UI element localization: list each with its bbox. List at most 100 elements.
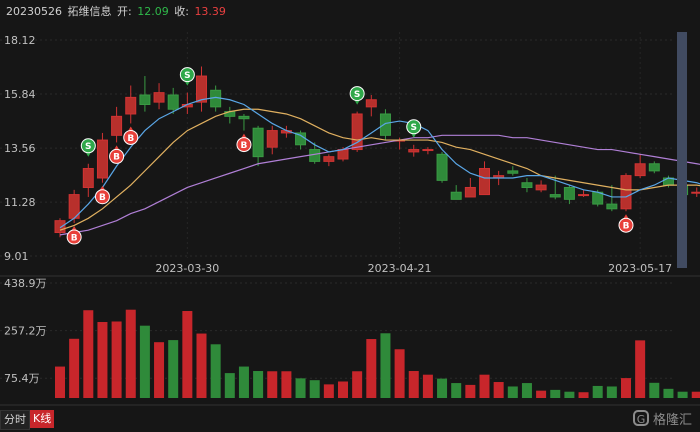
marker-circle: [349, 86, 365, 102]
candle-body: [252, 127, 264, 158]
logo-text: 格隆汇: [652, 412, 692, 428]
candle-body: [266, 130, 278, 148]
volume-bar: [649, 382, 660, 398]
candle-body: [422, 149, 434, 152]
volume-bar: [621, 378, 631, 398]
candle-body: [563, 186, 575, 200]
marker-circle: [123, 129, 139, 145]
volume-bar: [338, 381, 348, 398]
tab-intraday[interactable]: 分时: [0, 410, 30, 430]
buy-marker: B: [109, 145, 125, 164]
marker-circle: [179, 67, 195, 83]
candle-body: [125, 96, 137, 115]
volume-bar: [352, 371, 363, 398]
volume-bars: [55, 309, 700, 398]
marker-circle: [109, 148, 125, 164]
candle-body: [54, 220, 66, 234]
volume-bar: [592, 385, 603, 398]
candle-body: [691, 191, 700, 194]
volume-bar: [253, 371, 264, 398]
volume-bar: [394, 349, 405, 398]
candle-body: [606, 203, 618, 210]
marker-label: S: [354, 90, 360, 100]
volume-bar: [238, 366, 249, 398]
volume-tick-label: 257.2万: [4, 325, 47, 338]
volume-bar: [465, 384, 476, 398]
buy-marker: B: [94, 185, 110, 205]
ma10-line: [59, 108, 700, 231]
volume-bar: [550, 389, 561, 398]
volume-bar: [493, 382, 504, 398]
volume-bar: [635, 340, 646, 398]
volume-bar: [521, 383, 532, 398]
stock-name: 拓维信息: [67, 5, 112, 18]
candle-body: [464, 186, 476, 198]
candle-body: [648, 163, 660, 172]
volume-bar: [69, 338, 80, 398]
volume-bar: [55, 366, 65, 398]
marker-label: B: [623, 221, 630, 231]
price-tick-label: 11.28: [4, 196, 36, 209]
volume-bar: [295, 378, 306, 398]
volume-bar: [677, 391, 688, 398]
volume-bar: [578, 392, 589, 398]
marker-label: B: [71, 233, 78, 243]
candle-body: [408, 149, 420, 153]
candle-body: [379, 113, 391, 136]
candle-body: [323, 156, 335, 162]
candle-body: [549, 194, 561, 198]
close-value: 13.39: [194, 5, 226, 18]
candle-body: [196, 75, 207, 103]
buy-marker: B: [123, 126, 139, 145]
marker-circle: [80, 138, 96, 154]
candle-body: [111, 115, 123, 136]
volume-bar: [281, 371, 292, 398]
volume-bar: [154, 342, 165, 398]
volume-bar: [691, 391, 700, 398]
candle-body: [337, 149, 349, 160]
marker-circle: [406, 119, 422, 135]
grid: [0, 32, 700, 406]
marker-label: B: [99, 193, 106, 203]
candle-body: [578, 194, 590, 197]
date-axis: 2023-03-30 2023-04-21 2023-05-17: [155, 262, 672, 275]
gelonghui-logo: G 格隆汇: [632, 407, 692, 429]
marker-label: S: [85, 142, 91, 152]
tab-kline[interactable]: K线: [30, 410, 55, 428]
volume-bar: [111, 321, 122, 398]
volume-bar: [323, 384, 334, 398]
chart-scrollbar-thumb[interactable]: [677, 32, 687, 268]
candle-body: [479, 168, 490, 196]
volume-bar: [606, 386, 617, 398]
volume-bar: [479, 374, 490, 398]
volume-bar: [309, 380, 320, 398]
candle-body: [351, 113, 363, 151]
candle-body: [365, 99, 377, 108]
date-tick-label: 2023-03-30: [155, 262, 219, 275]
price-tick-label: 18.12: [4, 34, 36, 47]
candle-body: [436, 153, 448, 181]
volume-bar: [380, 333, 391, 398]
marker-label: B: [127, 134, 134, 144]
marker-circle: [236, 137, 252, 153]
candle-body: [507, 170, 519, 174]
trade-date: 20230526: [6, 5, 62, 18]
candle-body: [167, 94, 179, 110]
g-logo-icon: G: [632, 410, 649, 426]
date-tick-label: 2023-05-17: [608, 262, 672, 275]
moving-averages: [59, 96, 700, 236]
volume-bar: [451, 383, 462, 398]
sell-marker: S: [349, 86, 365, 105]
sell-marker: S: [406, 119, 422, 138]
buy-marker: B: [236, 133, 252, 153]
volume-bar: [408, 371, 419, 398]
date-tick-label: 2023-04-21: [368, 262, 432, 275]
ma20-line: [59, 134, 700, 236]
volume-bar: [422, 374, 433, 398]
candle-body: [620, 175, 632, 210]
volume-bar: [125, 309, 136, 398]
sell-marker: S: [80, 138, 96, 157]
price-axis: 18.12 15.84 13.56 11.28 9.01: [4, 34, 36, 263]
volume-tick-label: 75.4万: [4, 372, 40, 385]
